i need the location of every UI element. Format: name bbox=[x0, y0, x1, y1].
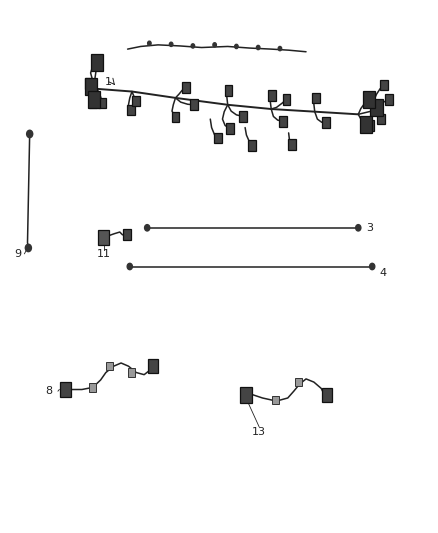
Bar bbox=[127, 105, 135, 115]
Bar bbox=[268, 91, 276, 101]
Bar bbox=[288, 139, 296, 150]
Circle shape bbox=[213, 43, 216, 47]
Bar bbox=[239, 111, 247, 122]
Bar bbox=[385, 94, 392, 105]
Bar bbox=[240, 387, 252, 403]
Circle shape bbox=[235, 44, 238, 49]
Bar bbox=[367, 120, 374, 131]
Bar bbox=[312, 93, 320, 103]
Bar bbox=[190, 100, 198, 110]
Text: 3: 3 bbox=[366, 223, 373, 233]
Bar bbox=[363, 91, 375, 108]
Bar bbox=[85, 78, 92, 89]
Bar bbox=[172, 112, 180, 122]
Bar bbox=[295, 378, 302, 386]
Bar bbox=[99, 98, 106, 109]
Bar bbox=[85, 78, 97, 95]
Circle shape bbox=[27, 130, 33, 138]
Bar bbox=[279, 116, 287, 126]
Circle shape bbox=[145, 224, 150, 231]
Circle shape bbox=[370, 263, 375, 270]
Bar bbox=[89, 383, 96, 392]
Circle shape bbox=[25, 244, 32, 252]
Bar bbox=[248, 140, 255, 151]
Circle shape bbox=[356, 224, 361, 231]
Bar bbox=[99, 230, 109, 245]
Bar bbox=[377, 114, 385, 124]
Bar bbox=[371, 99, 383, 116]
Bar bbox=[322, 117, 329, 127]
Bar bbox=[127, 368, 134, 377]
Circle shape bbox=[148, 41, 151, 45]
Text: 11: 11 bbox=[97, 249, 111, 259]
Bar bbox=[132, 96, 140, 107]
Bar bbox=[123, 229, 131, 240]
Circle shape bbox=[256, 45, 260, 50]
Bar bbox=[183, 82, 190, 93]
Bar bbox=[225, 85, 233, 96]
Text: 4: 4 bbox=[379, 268, 386, 278]
Circle shape bbox=[170, 42, 173, 46]
Circle shape bbox=[191, 44, 194, 48]
Text: 8: 8 bbox=[46, 386, 53, 396]
Bar bbox=[89, 98, 97, 109]
Text: 13: 13 bbox=[252, 427, 266, 437]
Bar bbox=[106, 362, 113, 370]
Circle shape bbox=[278, 46, 282, 51]
Text: 9: 9 bbox=[14, 249, 21, 259]
Bar bbox=[148, 359, 158, 373]
Bar bbox=[381, 80, 389, 91]
Bar bbox=[283, 94, 290, 105]
Bar bbox=[91, 54, 103, 71]
Bar bbox=[272, 396, 279, 405]
Bar bbox=[88, 91, 100, 108]
Bar bbox=[322, 388, 332, 402]
Bar bbox=[226, 123, 234, 134]
Bar bbox=[214, 133, 222, 143]
Text: 1: 1 bbox=[105, 77, 112, 87]
Circle shape bbox=[127, 263, 132, 270]
Bar bbox=[60, 382, 71, 398]
Bar bbox=[360, 116, 372, 133]
